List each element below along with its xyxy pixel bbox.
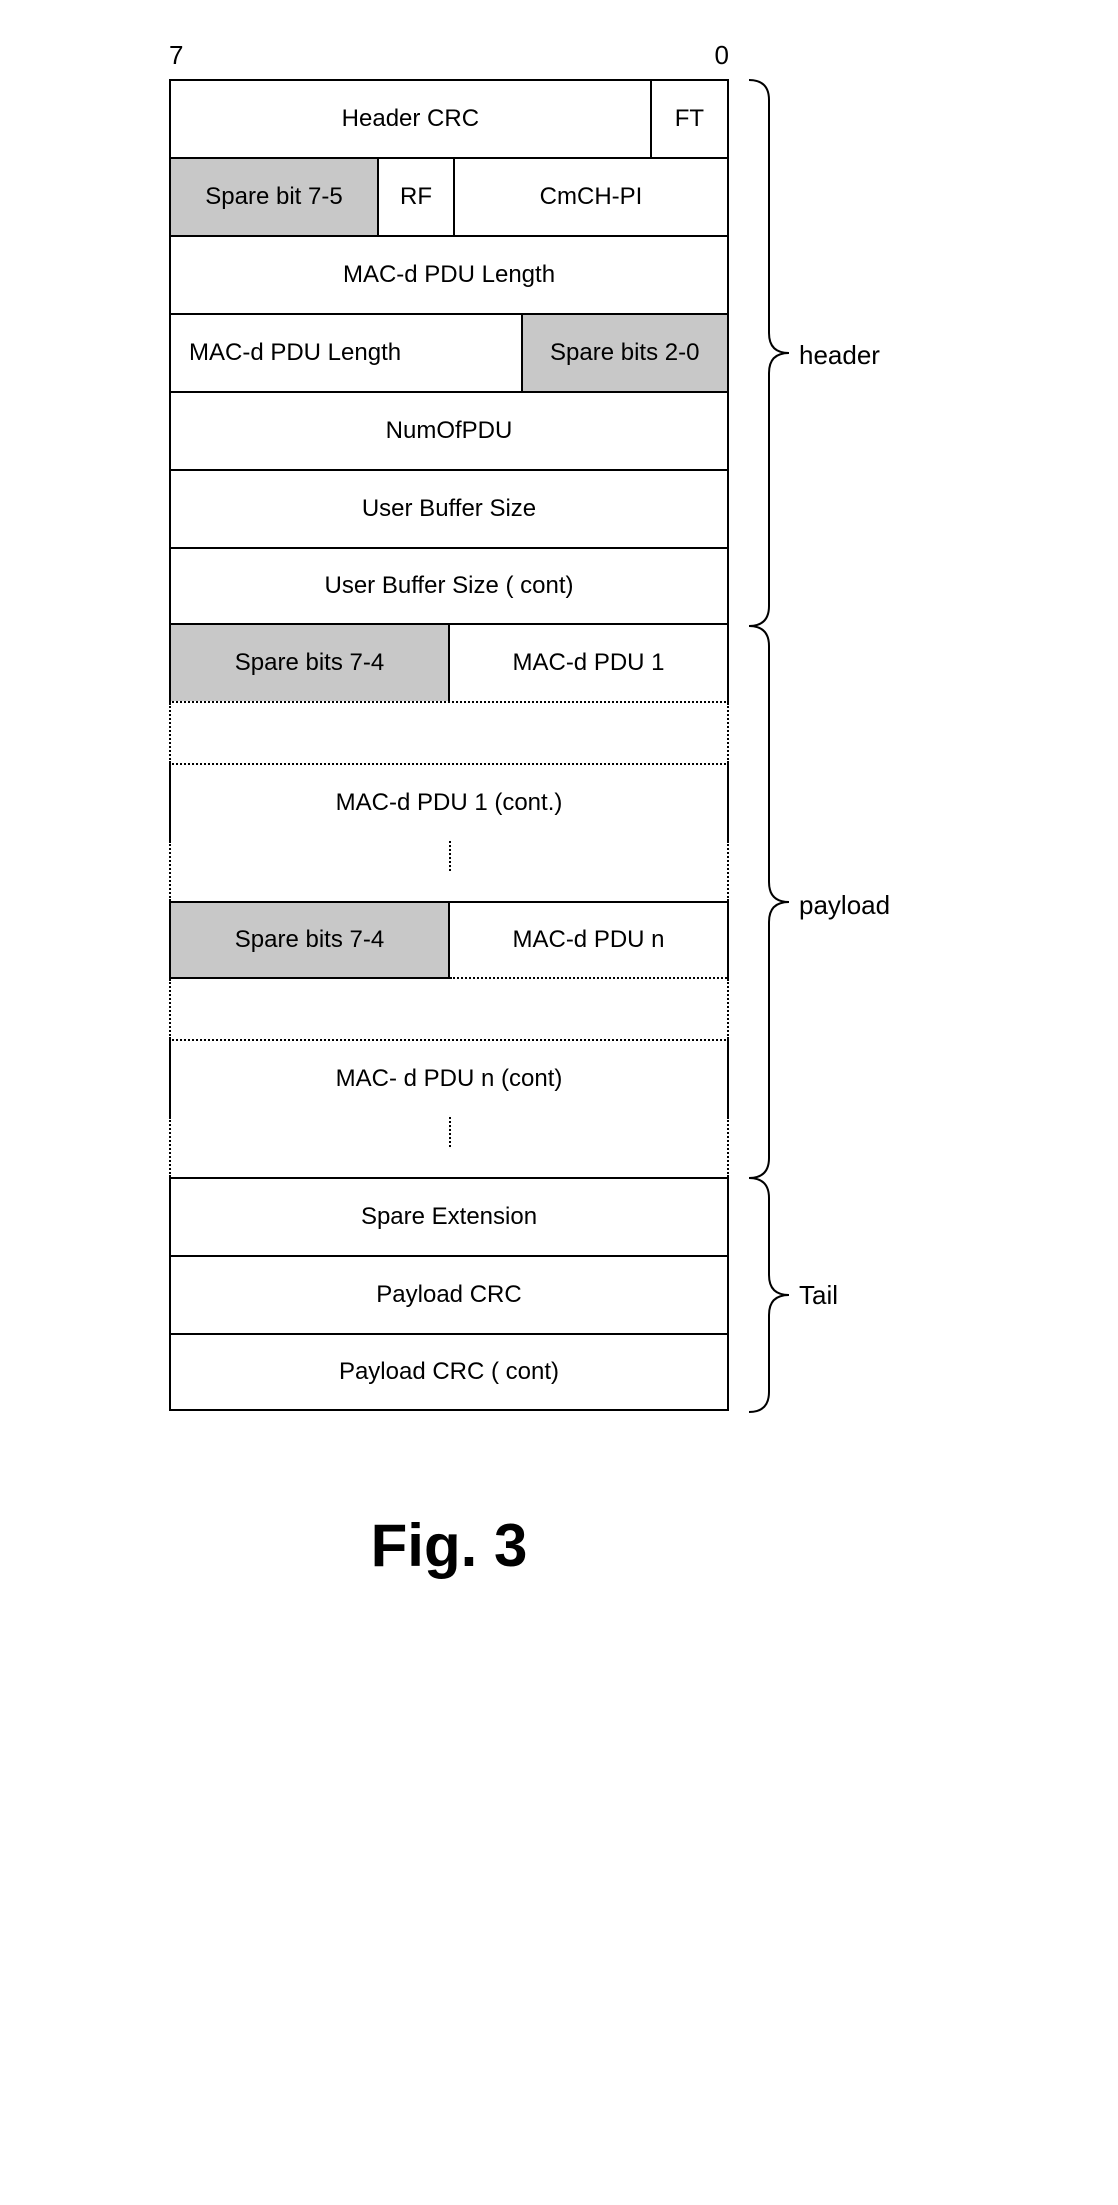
gap-4: [169, 1117, 729, 1177]
brace-tail: [739, 1178, 799, 1412]
row-spare-ext: Spare Extension: [169, 1177, 729, 1255]
field-macd-pdu1-cont: MAC-d PDU 1 (cont.): [171, 765, 727, 841]
row-spare-pdun: Spare bits 7-4 MAC-d PDU n: [169, 901, 729, 979]
gap-3: [169, 979, 729, 1039]
row-pdu1-cont: MAC-d PDU 1 (cont.): [169, 763, 729, 841]
row-ubs-cont: User Buffer Size ( cont): [169, 547, 729, 625]
brace-header: [739, 80, 799, 626]
bit-high-label: 7: [169, 40, 183, 71]
field-spare-extension: Spare Extension: [171, 1179, 727, 1255]
field-macd-pdu1: MAC-d PDU 1: [450, 625, 727, 701]
field-spare-7-5: Spare bit 7-5: [171, 159, 379, 235]
row-macd-len1: MAC-d PDU Length: [169, 235, 729, 313]
brace-payload: [739, 626, 799, 1178]
field-macd-len: MAC-d PDU Length: [171, 237, 727, 313]
gap-1: [169, 703, 729, 763]
gap-2: [169, 841, 729, 901]
row-header-crc: Header CRC FT: [169, 79, 729, 157]
field-spare-7-4-b: Spare bits 7-4: [171, 903, 450, 979]
brace-label-header: header: [799, 340, 880, 371]
figure-label: Fig. 3: [169, 1511, 729, 1580]
field-payload-crc-cont: Payload CRC ( cont): [171, 1335, 727, 1409]
row-spare-pdu1: Spare bits 7-4 MAC-d PDU 1: [169, 625, 729, 703]
field-numofpdu: NumOfPDU: [171, 393, 727, 469]
bit-low-label: 0: [715, 40, 729, 71]
field-ft: FT: [652, 81, 727, 157]
row-pdun-cont: MAC- d PDU n (cont): [169, 1039, 729, 1117]
frame-diagram: Header CRC FT Spare bit 7-5 RF CmCH-PI M…: [169, 79, 729, 1411]
row-payload-crc: Payload CRC: [169, 1255, 729, 1333]
row-spare-rf-cmch: Spare bit 7-5 RF CmCH-PI: [169, 157, 729, 235]
field-macd-len-cont: MAC-d PDU Length: [171, 315, 523, 391]
brace-label-payload: payload: [799, 890, 890, 921]
row-macd-len2: MAC-d PDU Length Spare bits 2-0: [169, 313, 729, 391]
field-rf: RF: [379, 159, 455, 235]
field-spare-7-4-a: Spare bits 7-4: [171, 625, 450, 701]
field-spare-2-0: Spare bits 2-0: [523, 315, 728, 391]
field-user-buffer-size: User Buffer Size: [171, 471, 727, 547]
row-payload-crc-cont: Payload CRC ( cont): [169, 1333, 729, 1411]
row-numofpdu: NumOfPDU: [169, 391, 729, 469]
field-payload-crc: Payload CRC: [171, 1257, 727, 1333]
field-header-crc: Header CRC: [171, 81, 652, 157]
row-ubs: User Buffer Size: [169, 469, 729, 547]
brace-label-tail: Tail: [799, 1280, 838, 1311]
field-user-buffer-size-cont: User Buffer Size ( cont): [171, 549, 727, 623]
field-macd-pdun: MAC-d PDU n: [450, 903, 727, 979]
field-macd-pdun-cont: MAC- d PDU n (cont): [171, 1041, 727, 1117]
field-cmch-pi: CmCH-PI: [455, 159, 727, 235]
